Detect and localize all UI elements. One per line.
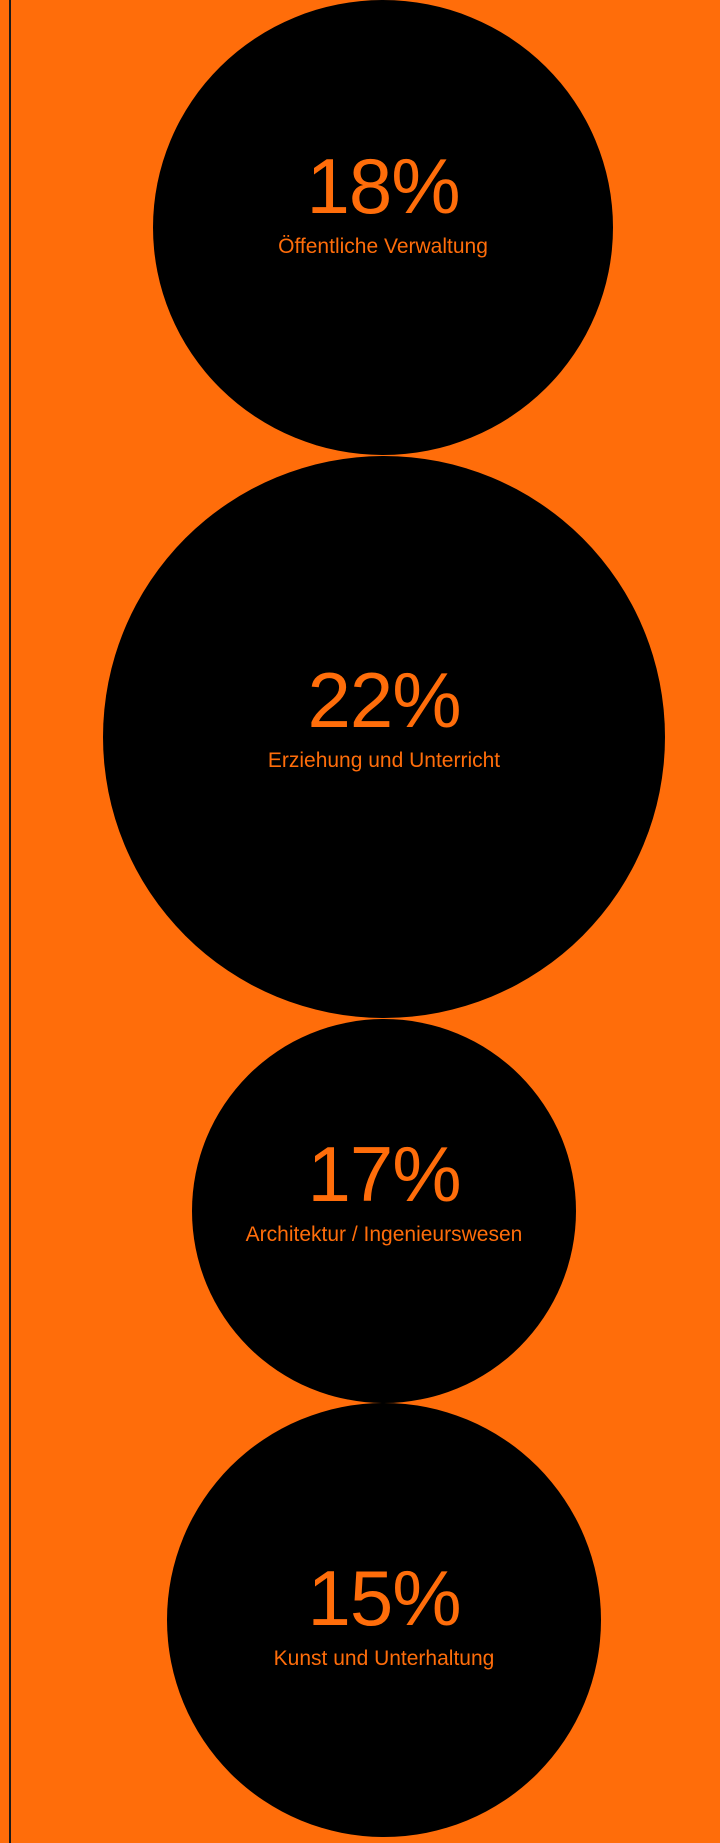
bubble-education: 22% Erziehung und Unterricht (103, 456, 665, 1018)
bubble-value: 15% (307, 1554, 461, 1642)
left-divider-line (9, 0, 11, 1843)
bubble-value: 22% (307, 656, 461, 744)
bubble-architecture: 17% Architektur / Ingenieurswesen (192, 1019, 576, 1403)
bubble-label: Architektur / Ingenieurswesen (245, 1223, 523, 1246)
bubble-value: 17% (307, 1130, 461, 1218)
bubble-arts: 15% Kunst und Unterhaltung (167, 1403, 601, 1837)
bubble-value: 18% (306, 141, 460, 230)
bubble-label: Erziehung und Unterricht (267, 749, 501, 772)
bubble-label: Kunst und Unterhaltung (273, 1647, 495, 1670)
bubble-label: Öffentliche Verwaltung (278, 234, 488, 258)
bubble-public-administration: 18% Öffentliche Verwaltung (153, 0, 613, 455)
